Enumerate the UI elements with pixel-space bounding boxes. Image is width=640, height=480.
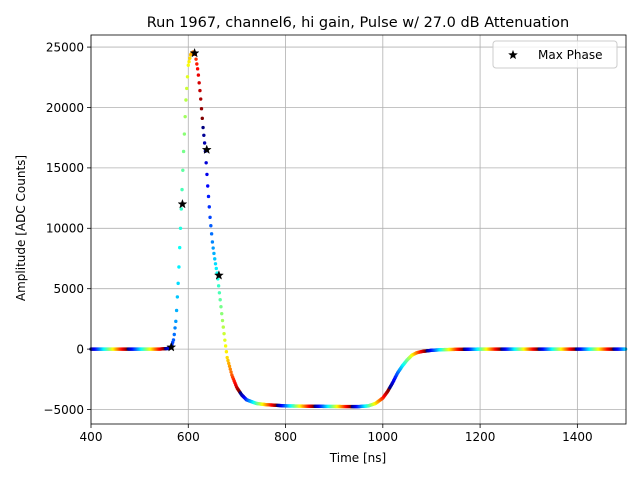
waveform-point [172,332,176,337]
waveform-point [212,251,216,256]
waveform-point [228,367,232,371]
x-tick-label: 400 [80,430,103,444]
waveform-point [180,187,184,192]
waveform-point [216,284,221,288]
x-tick-label: 600 [177,430,200,444]
waveform-point [206,194,211,199]
max-phase-point [213,270,224,280]
waveform-point [182,132,187,136]
waveform-point [218,298,222,302]
waveform-point [173,326,177,330]
y-tick-label: 20000 [46,101,84,115]
waveform-point [198,88,202,93]
y-axis-label: Amplitude [ADC Counts] [14,155,28,301]
waveform-point [171,338,176,342]
waveform-point [188,56,192,60]
waveform-point [223,338,227,342]
waveform-point [179,207,183,211]
y-tick-label: 5000 [53,282,84,296]
legend-label-max-phase: Max Phase [538,48,602,62]
waveform-point [220,318,225,323]
waveform-point [226,358,230,363]
max-phase-point [177,198,188,209]
waveform-point [199,97,203,101]
y-tick-label: 25000 [46,40,84,54]
waveform-point [213,262,218,266]
waveform-point [202,141,207,145]
y-tick-label: 0 [76,342,84,356]
x-axis-label: Time [ns] [329,451,386,465]
waveform-point [196,73,201,77]
waveform-point [181,149,186,154]
waveform-point [178,245,182,250]
y-tick-label: 10000 [46,222,84,236]
max-phase-series [166,47,224,352]
waveform-point [209,224,213,228]
waveform-point [225,355,229,360]
waveform-point [223,344,228,348]
waveform-point [224,350,229,354]
axes: 400 600 800 1000 1200 1400 −5000 0 5000 10000 1500… [43,34,627,444]
waveform-point [200,116,204,121]
waveform-point [220,311,224,316]
waveform-point [197,81,201,85]
waveform-point [205,172,209,177]
waveform-point [176,281,180,286]
waveform-point [222,331,226,336]
waveform-point [187,60,191,64]
plot-area [89,47,628,409]
y-tick-label: −5000 [43,403,84,417]
chart-title: Run 1967, channel6, hi gain, Pulse w/ 27… [147,15,570,31]
waveform-point [174,319,178,324]
waveform-point [219,305,223,309]
waveform-point [185,75,190,79]
y-tick-label: 15000 [46,161,84,175]
waveform-point [209,232,214,236]
waveform-point [184,98,188,102]
waveform-point [217,291,222,295]
waveform-point [206,184,210,188]
max-phase-point [201,144,212,154]
waveform-point [181,168,185,172]
waveform-point [229,370,233,374]
waveform-point [210,240,215,244]
waveform-point [202,133,206,137]
x-tick-label: 1000 [368,430,399,444]
waveform-point [201,125,205,130]
waveform-point [185,86,189,91]
max-phase-point [166,342,177,352]
waveform-point [227,364,232,368]
axes-frame [90,34,627,425]
x-tick-label: 800 [274,430,297,444]
legend-star-marker [508,49,518,60]
legend-star [508,49,518,60]
waveform-point [177,265,181,269]
max-phase-point [189,47,200,58]
waveform-point [207,205,211,209]
waveform-point [213,257,217,261]
waveform-point [214,266,218,271]
x-tick-label: 1400 [562,430,593,444]
waveform-point [208,215,212,220]
waveform-point [194,57,198,61]
waveform-point [204,161,208,165]
legend: Max Phase [492,40,618,69]
waveform-point [211,246,215,250]
legend-box [492,40,618,69]
waveform-point [195,67,200,71]
waveform-point [199,106,204,111]
x-tick-label: 1200 [465,430,496,444]
waveform-point [186,63,190,67]
grid [90,35,626,424]
waveform-point [227,361,231,366]
waveform-point [195,62,199,66]
waveform-point [178,226,183,230]
waveform-point [183,114,187,119]
waveform-series [89,50,628,409]
waveform-point [175,295,180,299]
waveform-point [174,308,179,313]
waveform-point [221,325,225,329]
